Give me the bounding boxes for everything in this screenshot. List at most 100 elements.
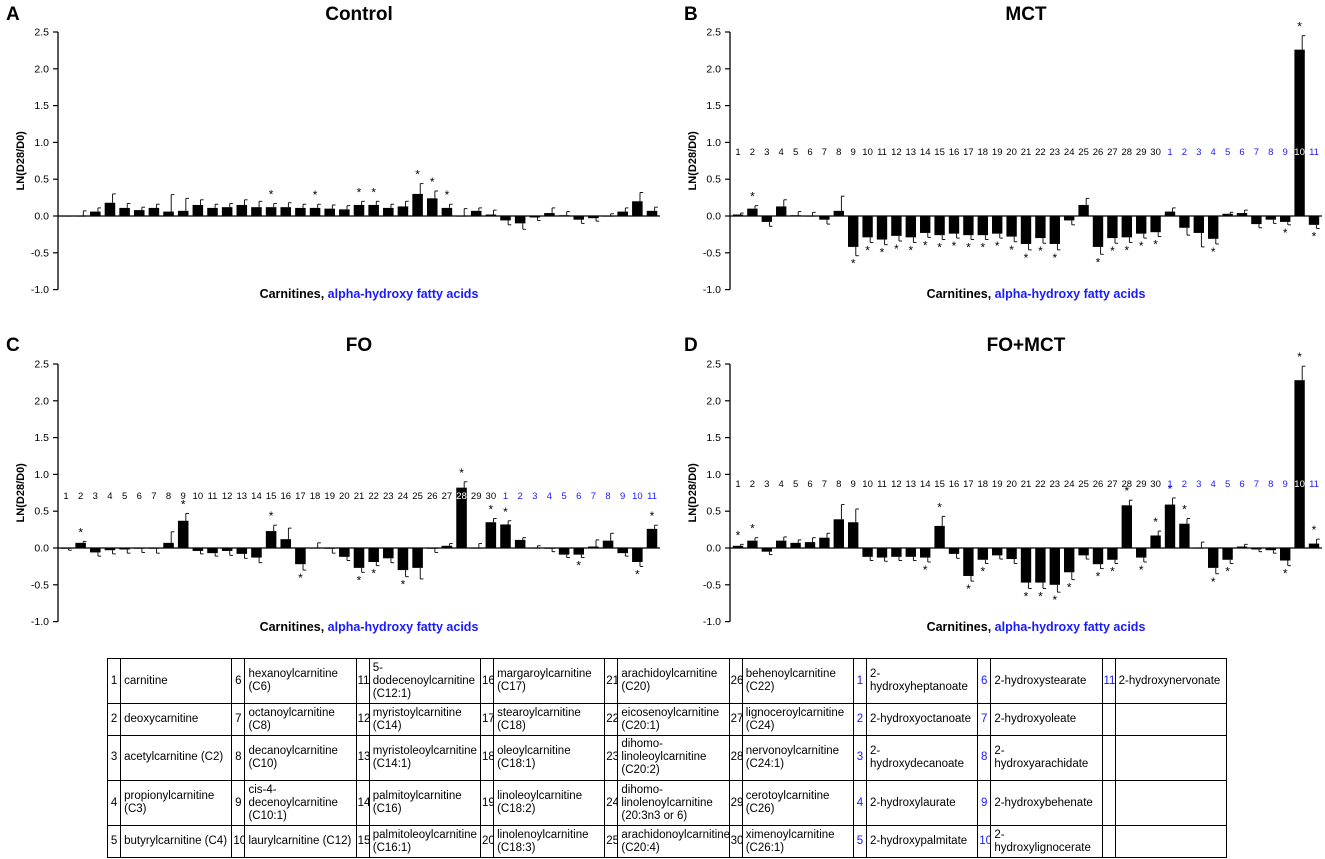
bar <box>819 216 830 220</box>
bar <box>1164 211 1176 216</box>
x-tick-label: 26 <box>1093 147 1104 158</box>
x-tick-label: 7 <box>591 491 596 502</box>
bar <box>119 207 130 216</box>
chart-panel-c: C FO 2.5 2.0 1.5 1.0 0.5 0.0 -0.5 -1.0 LN(D28/D0) 1… <box>6 335 660 634</box>
bar <box>790 542 801 548</box>
x-axis-label-hydroxy: alpha-hydroxy fatty acids <box>328 620 479 634</box>
chart-panel-b: B MCT 2.5 2.0 1.5 1.0 0.5 0.0 -0.5 -1.0 LN(D28/D0)… <box>684 4 1322 301</box>
legend-number: 19 <box>479 780 495 827</box>
x-tick-label: 21 <box>1021 147 1032 158</box>
x-tick-label: 18 <box>310 491 321 502</box>
y-tick-label: 0.0 <box>34 543 49 555</box>
legend-compound: 2-hydroxyheptanoate <box>866 657 979 705</box>
x-tick-label: 1 <box>63 249 68 260</box>
legend-compound: laurylcarnitine (C12) <box>244 825 357 858</box>
x-tick-label: 9 <box>1283 479 1288 490</box>
y-tick-label: 2.0 <box>34 395 49 407</box>
significance-star: * <box>865 243 870 257</box>
x-tick-label: 9 <box>851 479 856 490</box>
y-tick-label: 0.5 <box>34 506 49 518</box>
bar <box>75 216 86 217</box>
legend-compound: octanoylcarnitine (C8) <box>244 703 357 736</box>
bar <box>1179 216 1190 228</box>
x-tick-label: 9 <box>1283 147 1288 158</box>
bar <box>934 525 945 548</box>
significance-star: * <box>1067 581 1072 595</box>
x-tick-label: 17 <box>963 479 974 490</box>
x-axis-label-carnitines: Carnitines, <box>927 287 995 301</box>
x-tick-label: 4 <box>107 249 112 260</box>
x-axis-label-hydroxy: alpha-hydroxy fatty acids <box>995 287 1146 301</box>
x-tick-label: 23 <box>1050 479 1061 490</box>
bar <box>441 207 453 216</box>
significance-star: * <box>1096 570 1101 584</box>
bar <box>397 548 409 571</box>
bar <box>848 216 859 247</box>
significance-star: * <box>1038 589 1043 603</box>
significance-star: * <box>894 242 899 256</box>
x-tick-label: 10 <box>862 147 873 158</box>
x-tick-label: 4 <box>1211 147 1216 158</box>
bar <box>163 542 174 548</box>
y-axis-label: LN(D28/D0) <box>15 463 27 523</box>
legend-compound: ximenoylcarnitine (C26:1) <box>741 825 854 858</box>
significance-star: * <box>1283 226 1288 240</box>
x-tick-label: 6 <box>1239 147 1244 158</box>
x-tick-label: 8 <box>166 491 171 502</box>
x-axis-label-hydroxy: alpha-hydroxy fatty acids <box>328 287 479 301</box>
y-tick-label: 1.0 <box>706 469 721 481</box>
x-tick-label: 4 <box>1211 479 1216 490</box>
bar <box>862 548 873 557</box>
legend-compound: 2-hydroxynervonate <box>1114 657 1228 705</box>
x-tick-label: 1 <box>503 249 508 260</box>
y-tick-label: 2.0 <box>706 395 721 407</box>
y-tick-label: -1.0 <box>703 284 721 296</box>
legend-compound: hexanoylcarnitine (C6) <box>244 657 357 705</box>
bar <box>119 548 130 550</box>
bar <box>862 216 873 238</box>
legend-number: 16 <box>479 657 495 705</box>
y-axis-label: LN(D28/D0) <box>15 131 27 191</box>
legend-compound: acetylcarnitine (C2) <box>120 734 233 782</box>
legend-compound: myristoleoylcarnitine (C14:1) <box>368 734 481 782</box>
legend-number: 15 <box>355 825 370 858</box>
x-tick-label: 1 <box>63 491 68 502</box>
x-tick-label: 18 <box>978 479 989 490</box>
legend-number: 14 <box>355 780 370 827</box>
significance-star: * <box>1139 239 1144 253</box>
bar <box>397 206 409 216</box>
y-axis-label: LN(D28/D0) <box>687 463 699 523</box>
legend-compound: decanoylcarnitine (C10) <box>244 734 357 782</box>
y-tick-label: 1.0 <box>706 137 721 149</box>
x-axis-label: Carnitines, alpha-hydroxy fatty acids <box>927 287 1146 301</box>
legend-compound: margaroylcarnitine (C17) <box>493 657 606 705</box>
x-tick-label: 21 <box>1021 479 1032 490</box>
x-tick-label: 29 <box>471 249 482 260</box>
bar <box>236 204 248 216</box>
legend-number: 23 <box>604 734 619 782</box>
significance-star: * <box>937 500 942 514</box>
x-tick-label: 7 <box>1254 479 1259 490</box>
legend-number: 11 <box>355 657 370 705</box>
legend-number: 17 <box>479 703 495 736</box>
x-tick-label: 16 <box>280 491 291 502</box>
bar <box>1078 548 1089 556</box>
x-tick-label: 20 <box>339 249 350 260</box>
legend-compound: palmitoylcarnitine (C16) <box>368 780 481 827</box>
x-tick-label: 15 <box>934 479 945 490</box>
significance-star: * <box>995 239 1000 253</box>
x-axis-label: Carnitines, alpha-hydroxy fatty acids <box>260 620 479 634</box>
bar <box>529 216 541 218</box>
x-tick-label: 7 <box>151 249 156 260</box>
y-tick-label: -1.0 <box>703 616 721 628</box>
legend-number: 26 <box>728 657 743 705</box>
significance-star: * <box>1009 243 1014 257</box>
chart-panel-d: D FO+MCT 2.5 2.0 1.5 1.0 0.5 0.0 -0.5 -1.0 LN(D28/… <box>684 335 1322 634</box>
bar <box>992 548 1003 556</box>
legend-number: 10 <box>231 825 246 858</box>
bar <box>1107 548 1118 560</box>
chart-title: MCT <box>1005 4 1047 25</box>
legend-number: 4 <box>852 780 868 827</box>
significance-star: * <box>1096 255 1101 269</box>
x-tick-label: 7 <box>822 479 827 490</box>
